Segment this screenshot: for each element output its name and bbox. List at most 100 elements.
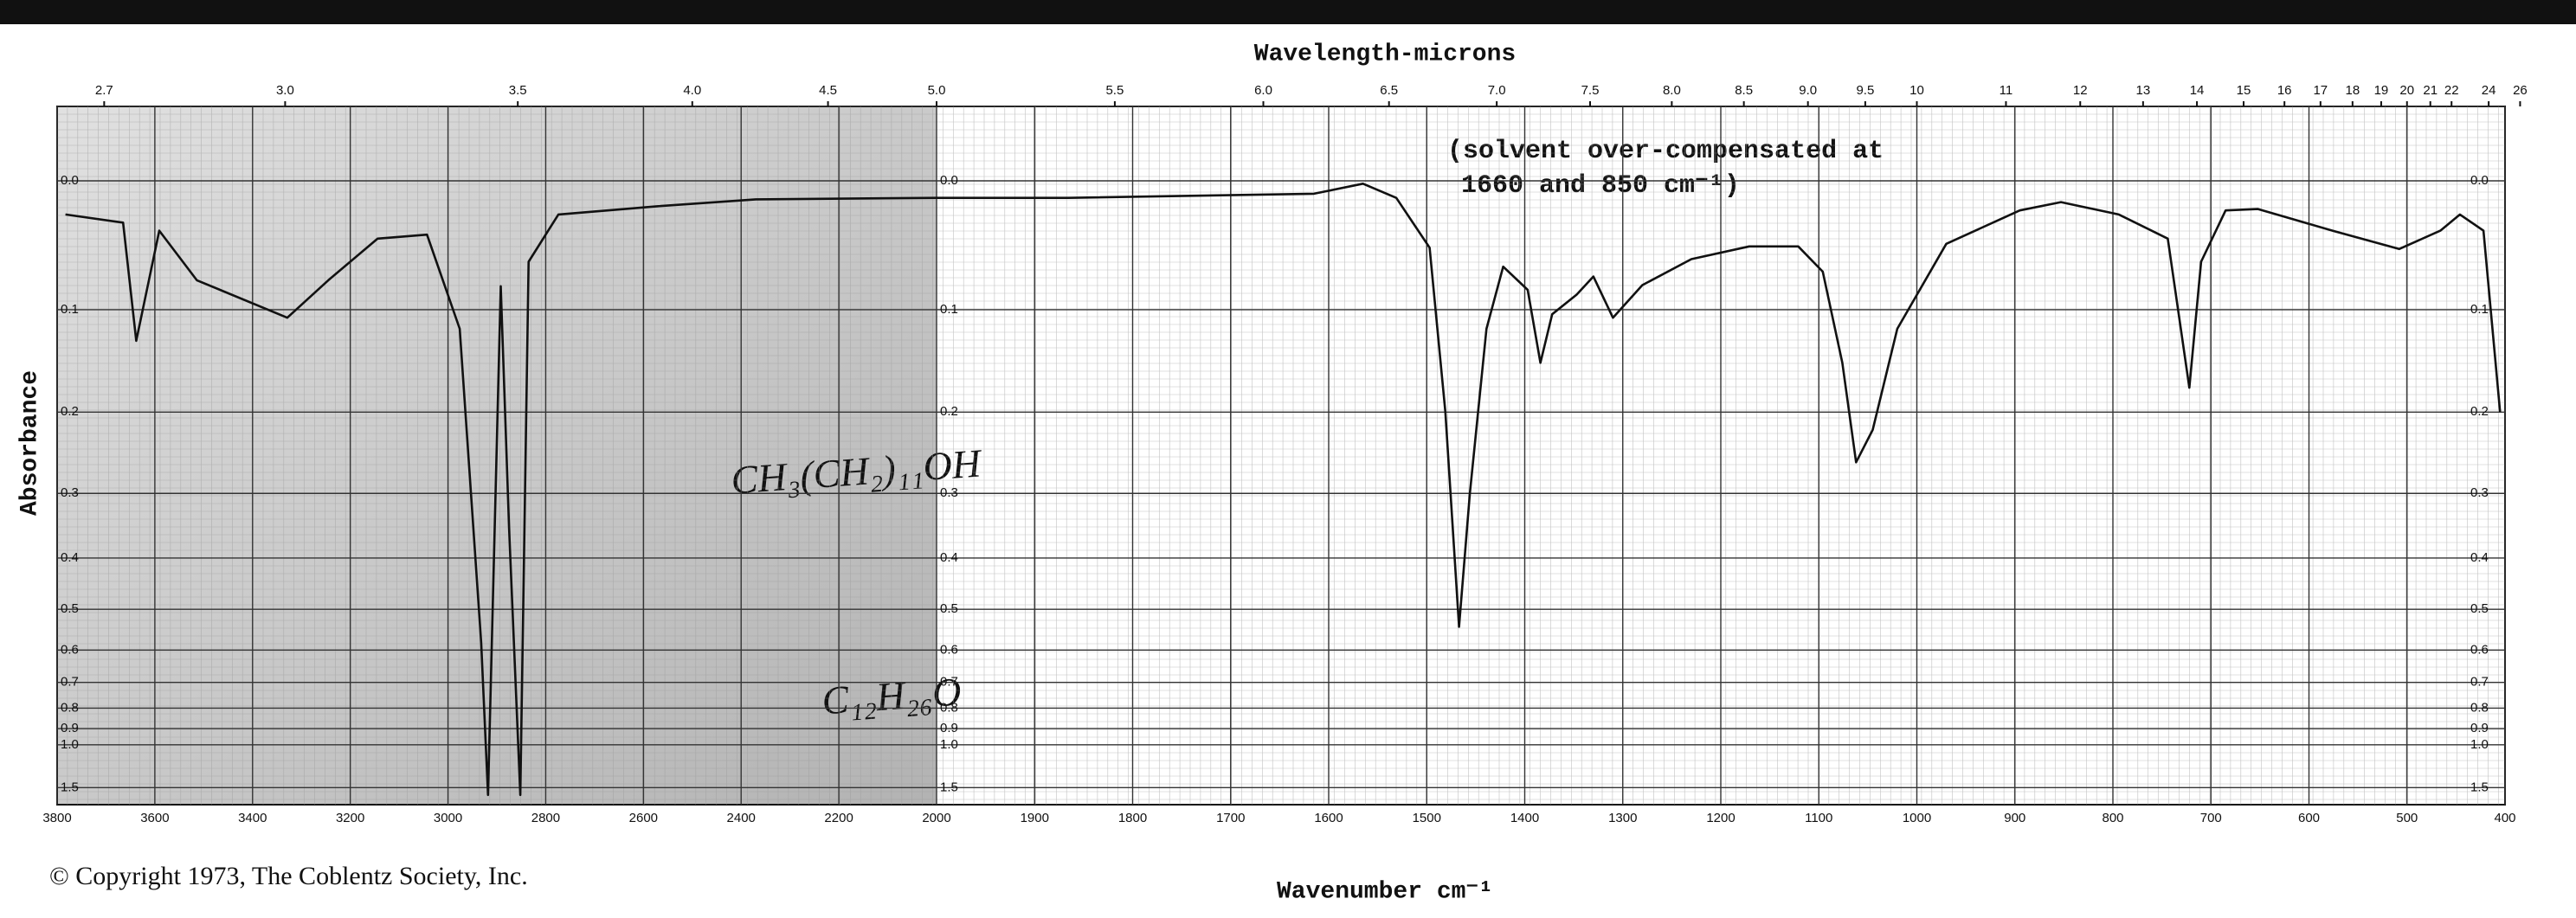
- y-tick-label: 0.7: [61, 675, 79, 690]
- x-tick-label: 1800: [1118, 811, 1147, 825]
- x-tick-label: 900: [2004, 811, 2025, 825]
- top-tick-label: 20: [2399, 83, 2414, 98]
- y-tick-label: 1.5: [2470, 780, 2489, 794]
- top-tick-label: 21: [2423, 83, 2438, 98]
- x-axis-title: Wavenumber cm⁻¹: [1277, 878, 1493, 905]
- y-tick-label: 0.3: [2470, 485, 2489, 500]
- top-tick-label: 14: [2190, 83, 2205, 98]
- top-bar: [0, 0, 2576, 24]
- top-tick-label: 4.0: [683, 83, 701, 98]
- x-tick-label: 1100: [1805, 811, 1832, 825]
- top-tick-label: 15: [2237, 83, 2251, 98]
- spectrum-line: [65, 183, 2502, 797]
- y-tick-label: 0.1: [61, 302, 79, 317]
- x-tick-label: 1000: [1903, 811, 1931, 825]
- y-tick-label: 0.7: [2470, 675, 2489, 690]
- top-tick-label: 2.7: [95, 83, 113, 98]
- y-tick-label: 0.3: [61, 485, 79, 500]
- top-tick-label: 9.0: [1799, 83, 1817, 98]
- x-tick-label: 700: [2200, 811, 2222, 825]
- top-tick-label: 10: [1909, 83, 1924, 98]
- annotation: (solvent over-compensated at: [1447, 137, 1884, 166]
- y-tick-label: 0.5: [2470, 601, 2489, 616]
- top-axis-title: Wavelength-microns: [1254, 41, 1516, 67]
- y-tick-label: 0.6: [2470, 642, 2489, 657]
- x-tick-label: 3200: [336, 811, 364, 825]
- top-tick-label: 8.0: [1663, 83, 1681, 98]
- y-tick-label: 0.5: [61, 601, 79, 616]
- y-tick-label: 1.5: [940, 780, 958, 794]
- y-tick-label: 0.8: [940, 700, 958, 715]
- x-tick-label: 2400: [727, 811, 756, 825]
- x-tick-label: 400: [2494, 811, 2515, 825]
- annotation: 1660 and 850 cm⁻¹): [1461, 171, 1740, 201]
- y-tick-label: 1.0: [61, 737, 79, 752]
- x-tick-label: 3600: [140, 811, 169, 825]
- top-tick-label: 6.0: [1254, 83, 1272, 98]
- y-tick-label: 0.5: [940, 601, 958, 616]
- y-tick-label: 0.3: [940, 485, 958, 500]
- top-tick-label: 11: [2000, 83, 2013, 98]
- y-tick-label: 0.4: [940, 550, 958, 565]
- top-tick-label: 13: [2136, 83, 2151, 98]
- y-tick-label: 0.8: [61, 700, 79, 715]
- x-tick-label: 1500: [1413, 811, 1441, 825]
- x-tick-label: 3400: [238, 811, 267, 825]
- y-tick-label: 0.4: [61, 550, 79, 565]
- x-tick-label: 2600: [629, 811, 658, 825]
- y-tick-label: 0.1: [940, 302, 958, 317]
- x-tick-label: 800: [2102, 811, 2123, 825]
- x-tick-label: 1400: [1510, 811, 1539, 825]
- y-tick-label: 0.0: [2470, 173, 2489, 188]
- top-tick-label: 3.5: [509, 83, 527, 98]
- top-tick-label: 22: [2444, 83, 2459, 98]
- top-tick-label: 19: [2374, 83, 2389, 98]
- top-tick-label: 3.0: [276, 83, 294, 98]
- y-tick-label: 1.0: [940, 737, 958, 752]
- top-tick-label: 18: [2345, 83, 2360, 98]
- y-tick-label: 0.6: [940, 642, 958, 657]
- y-tick-label: 0.7: [940, 675, 958, 690]
- y-tick-label: 0.9: [2470, 721, 2489, 735]
- y-tick-label: 0.4: [2470, 550, 2489, 565]
- y-tick-label: 0.6: [61, 642, 79, 657]
- y-axis-title: Absorbance: [16, 370, 43, 516]
- x-tick-label: 2800: [531, 811, 560, 825]
- x-tick-label: 1200: [1706, 811, 1735, 825]
- y-tick-label: 0.2: [940, 404, 958, 419]
- x-tick-label: 500: [2396, 811, 2418, 825]
- top-tick-label: 12: [2073, 83, 2088, 98]
- x-tick-label: 3800: [42, 811, 71, 825]
- y-tick-label: 0.0: [940, 173, 958, 188]
- x-tick-label: 1700: [1216, 811, 1245, 825]
- x-tick-label: 2200: [824, 811, 853, 825]
- x-tick-label: 1300: [1608, 811, 1637, 825]
- top-tick-label: 24: [2482, 83, 2496, 98]
- top-tick-label: 7.5: [1581, 83, 1600, 98]
- top-tick-label: 5.0: [928, 83, 946, 98]
- y-tick-label: 0.1: [2470, 302, 2489, 317]
- y-tick-label: 1.5: [61, 780, 79, 794]
- y-tick-label: 0.9: [61, 721, 79, 735]
- x-tick-label: 1900: [1021, 811, 1049, 825]
- copyright: © Copyright 1973, The Coblentz Society, …: [49, 862, 528, 890]
- y-tick-label: 1.0: [2470, 737, 2489, 752]
- x-tick-label: 600: [2298, 811, 2320, 825]
- x-tick-label: 3000: [434, 811, 462, 825]
- top-tick-label: 4.5: [819, 83, 837, 98]
- top-tick-label: 17: [2313, 83, 2328, 98]
- top-tick-label: 6.5: [1380, 83, 1398, 98]
- y-tick-label: 0.0: [61, 173, 79, 188]
- y-tick-label: 0.8: [2470, 700, 2489, 715]
- top-tick-label: 5.5: [1105, 83, 1124, 98]
- top-tick-label: 26: [2513, 83, 2528, 98]
- top-tick-label: 7.0: [1488, 83, 1506, 98]
- y-tick-label: 0.9: [940, 721, 958, 735]
- top-tick-label: 16: [2277, 83, 2292, 98]
- x-tick-label: 2000: [922, 811, 950, 825]
- top-tick-label: 8.5: [1735, 83, 1753, 98]
- y-tick-label: 0.2: [2470, 404, 2489, 419]
- y-tick-label: 0.2: [61, 404, 79, 419]
